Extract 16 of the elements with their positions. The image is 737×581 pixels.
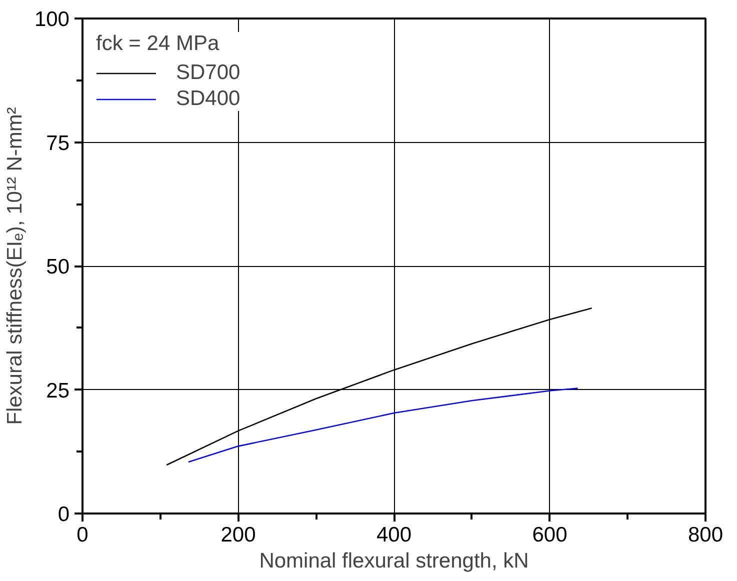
y-axis-title: Flexural stiffness(EIₑ), 10¹² N-mm² (3, 107, 26, 425)
legend-label: SD700 (176, 61, 240, 85)
y-tick-label: 100 (34, 8, 70, 31)
y-tick-label: 25 (46, 379, 70, 402)
x-tick-label: 800 (688, 524, 724, 546)
x-tick-label: 400 (376, 524, 412, 546)
y-tick-label: 0 (58, 503, 70, 526)
legend-label: SD400 (176, 87, 240, 111)
x-axis-title: Nominal flexural strength, kN (259, 550, 529, 572)
legend-title: fck = 24 MPa (96, 32, 220, 56)
y-tick-label: 75 (46, 132, 70, 155)
x-tick-label: 0 (76, 524, 88, 546)
x-tick-label: 600 (532, 524, 568, 546)
y-tick-label: 50 (46, 256, 70, 278)
x-tick-label: 200 (220, 524, 256, 546)
line-series (188, 388, 578, 463)
